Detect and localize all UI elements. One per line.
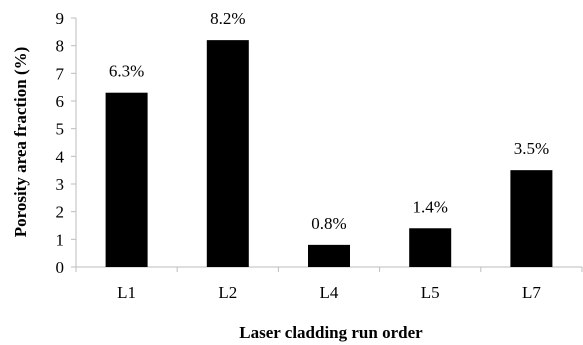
plot-area: 0 1 2 3 4 5 6 7 8 9 L1 6.3% L2 8.2% L4 0.8% L5 1.4% L7 3.5% <box>56 9 583 302</box>
y-tick-label: 5 <box>56 120 65 139</box>
y-tick-label: 7 <box>56 64 65 83</box>
data-label: 1.4% <box>412 197 447 216</box>
bar-l1 <box>105 92 148 267</box>
data-label: 6.3% <box>109 62 144 81</box>
y-tick-label: 0 <box>56 258 65 277</box>
y-tick-label: 8 <box>56 37 65 56</box>
bar-l7 <box>510 170 553 267</box>
y-tick-label: 6 <box>56 92 65 111</box>
x-axis-title: Laser cladding run order <box>239 323 423 342</box>
x-tick-label: L2 <box>218 283 237 302</box>
x-tick-label: L4 <box>320 283 339 302</box>
data-label: 0.8% <box>311 214 346 233</box>
x-tick-label: L7 <box>522 283 541 302</box>
y-tick-label: 4 <box>56 147 65 166</box>
data-label: 8.2% <box>210 9 245 28</box>
y-tick-label: 9 <box>56 9 65 28</box>
y-tick-label: 3 <box>56 175 65 194</box>
bar-l4 <box>308 244 350 267</box>
y-axis-title: Porosity area fraction (%) <box>11 47 30 238</box>
y-tick-label: 1 <box>56 230 65 249</box>
y-tick-label: 2 <box>56 203 65 222</box>
data-label: 3.5% <box>514 139 549 158</box>
bar-l2 <box>206 40 249 268</box>
bar-l5 <box>409 228 452 267</box>
x-tick-label: L5 <box>421 283 440 302</box>
x-tick-label: L1 <box>117 283 136 302</box>
